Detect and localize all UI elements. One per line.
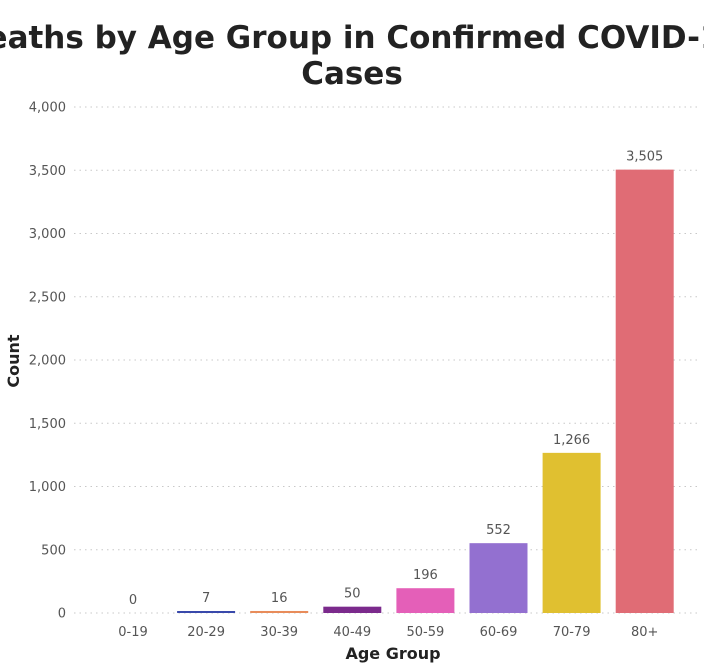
x-tick-label: 30-39 <box>260 625 298 640</box>
y-axis-ticks: 0 500 1,000 1,500 2,000 2,500 3,000 3,500 4,000 <box>29 101 66 622</box>
data-label-40-49: 50 <box>344 587 361 602</box>
x-tick-label: 80+ <box>631 625 658 640</box>
bar-50-59[interactable] <box>396 588 455 613</box>
bars <box>177 169 674 613</box>
bar-60-69[interactable] <box>469 543 528 613</box>
bar-20-29[interactable] <box>177 611 236 613</box>
bar-30-39[interactable] <box>250 610 309 613</box>
data-label-70-79: 1,266 <box>553 433 590 448</box>
data-label-60-69: 552 <box>486 523 511 538</box>
chart-title-line1: Deaths by Age Group in Confirmed COVID-1… <box>0 20 704 56</box>
x-axis-ticks: 0-19 20-29 30-39 40-49 50-59 60-69 70-79 80+ <box>118 625 658 640</box>
bar-40-49[interactable] <box>323 606 382 613</box>
data-label-50-59: 196 <box>413 568 438 583</box>
bar-70-79[interactable] <box>542 452 601 613</box>
bar-80+[interactable] <box>615 169 674 613</box>
x-tick-label: 60-69 <box>480 625 518 640</box>
data-label-20-29: 7 <box>202 591 210 606</box>
x-tick-label: 40-49 <box>333 625 371 640</box>
x-tick-label: 0-19 <box>118 625 148 640</box>
y-tick-label: 3,500 <box>29 164 66 179</box>
y-tick-label: 500 <box>41 543 66 558</box>
y-tick-label: 0 <box>58 607 66 622</box>
gridlines <box>74 106 700 614</box>
data-label-80+: 3,505 <box>626 150 663 165</box>
chart-title-line2: Cases <box>301 56 403 92</box>
y-tick-label: 2,000 <box>29 354 66 369</box>
x-tick-label: 20-29 <box>187 625 225 640</box>
x-tick-label: 70-79 <box>553 625 591 640</box>
data-labels: 0 7 16 50 196 552 1,266 3,505 <box>129 150 663 608</box>
y-tick-label: 3,000 <box>29 227 66 242</box>
data-label-0-19: 0 <box>129 593 137 608</box>
data-label-30-39: 16 <box>271 591 288 606</box>
x-axis-title: Age Group <box>345 644 440 663</box>
x-tick-label: 50-59 <box>407 625 445 640</box>
y-tick-label: 2,500 <box>29 290 66 305</box>
y-tick-label: 4,000 <box>29 101 66 116</box>
y-axis-title: Count <box>4 334 23 388</box>
y-tick-label: 1,500 <box>29 417 66 432</box>
y-tick-label: 1,000 <box>29 480 66 495</box>
